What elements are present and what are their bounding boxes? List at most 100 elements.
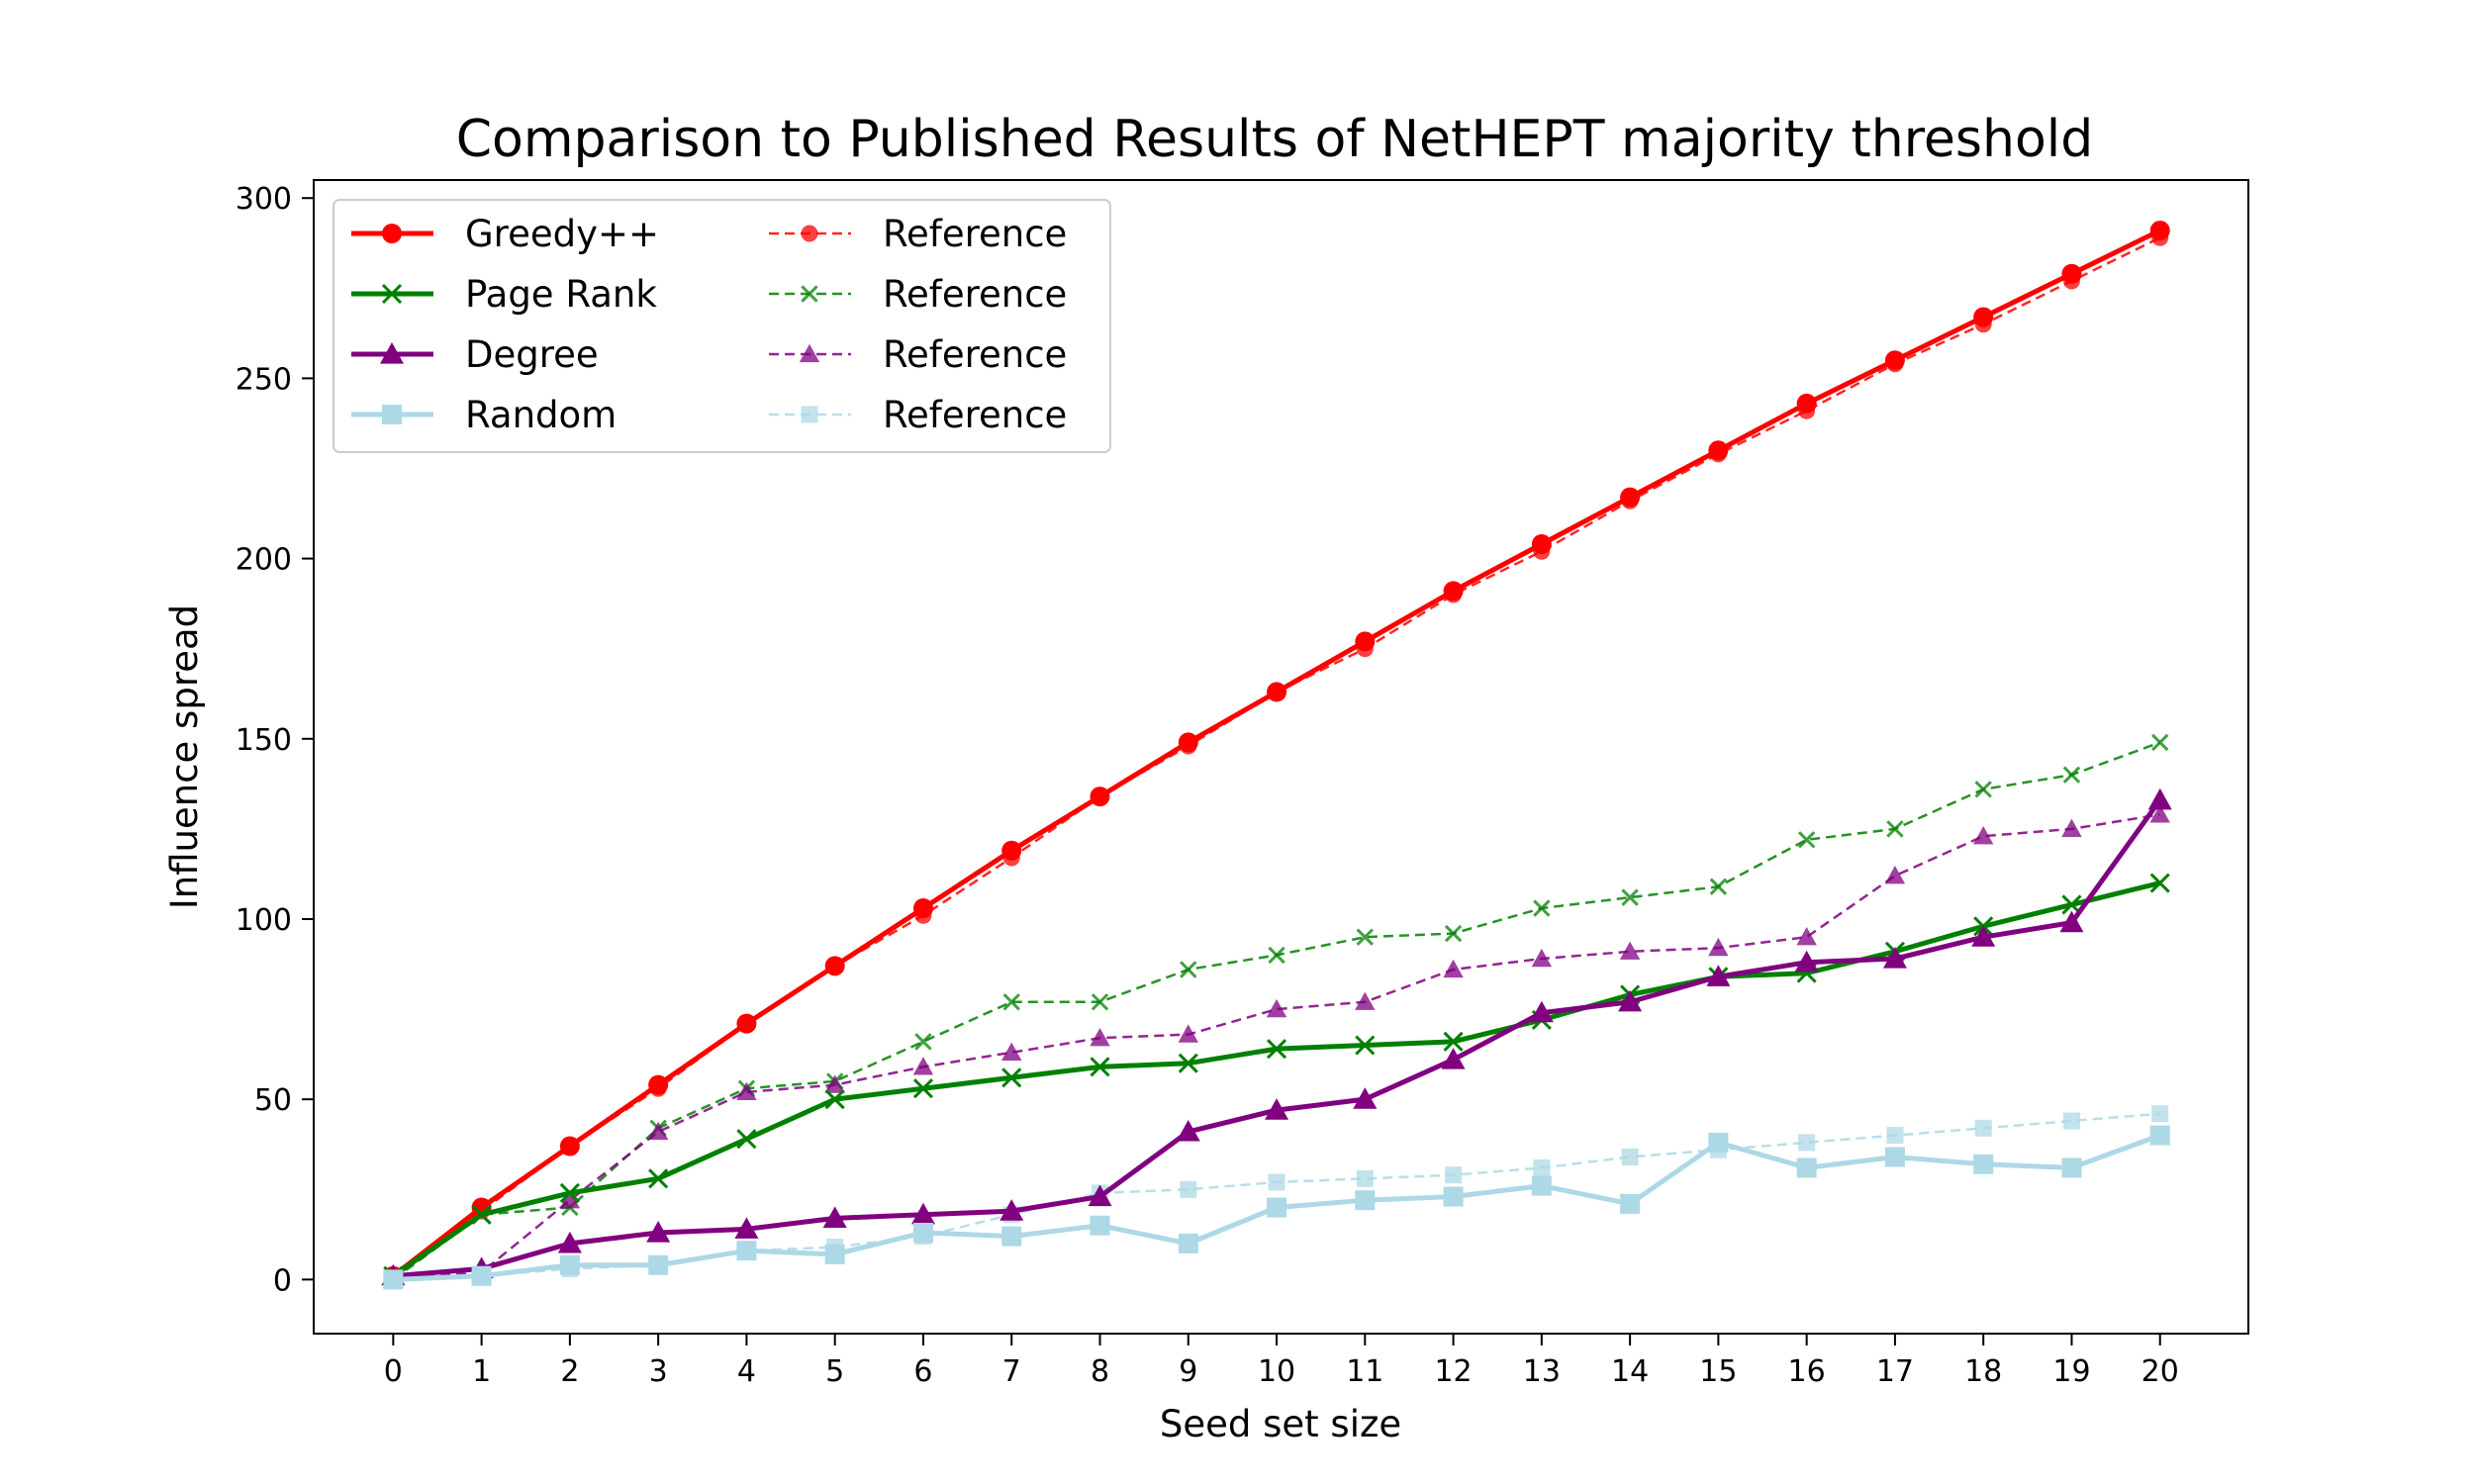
data-point xyxy=(1443,959,1464,978)
data-point xyxy=(1706,965,1731,986)
data-point xyxy=(557,1231,582,1253)
data-point xyxy=(1091,993,1109,1011)
data-point xyxy=(383,1269,404,1290)
legend-marker xyxy=(801,225,818,242)
data-point xyxy=(471,1265,492,1286)
y-tick-label: 100 xyxy=(236,903,292,938)
data-point xyxy=(559,1182,580,1203)
data-point xyxy=(824,956,845,976)
data-point xyxy=(1001,1067,1022,1088)
data-point xyxy=(1001,1226,1022,1247)
data-point xyxy=(1178,1053,1198,1073)
data-point xyxy=(1621,1148,1639,1165)
y-tick-label: 250 xyxy=(236,362,292,397)
legend-label: Reference xyxy=(883,394,1067,436)
data-point xyxy=(1533,899,1551,917)
data-point xyxy=(736,1081,757,1101)
data-point xyxy=(1533,1159,1551,1176)
data-point xyxy=(2151,733,2169,752)
data-point xyxy=(2059,910,2084,933)
data-point xyxy=(1443,1031,1464,1052)
data-point xyxy=(1443,1186,1464,1207)
chart-title: Comparison to Published Results of NetHE… xyxy=(456,110,2094,169)
data-point xyxy=(559,1189,581,1209)
data-point xyxy=(910,1202,935,1225)
data-point xyxy=(1356,1169,1374,1187)
y-tick-label: 50 xyxy=(254,1083,292,1118)
legend-label: Degree xyxy=(465,333,599,376)
data-point xyxy=(1620,487,1641,508)
y-tick-label: 300 xyxy=(236,182,292,217)
data-point xyxy=(2062,766,2081,784)
data-point xyxy=(1178,732,1198,753)
legend-item-2: Degree xyxy=(351,333,599,376)
data-point xyxy=(1620,1193,1641,1214)
data-point xyxy=(1268,1173,1285,1191)
y-tick-label: 200 xyxy=(236,543,292,578)
plot-area xyxy=(381,221,2172,1290)
data-point xyxy=(1531,534,1552,555)
x-tick-label: 14 xyxy=(1611,1354,1649,1389)
data-point xyxy=(822,1206,847,1228)
data-point xyxy=(1884,350,1905,371)
data-point xyxy=(1266,1039,1287,1060)
data-point xyxy=(1090,787,1110,807)
data-point xyxy=(648,1168,669,1189)
data-point xyxy=(1531,1175,1552,1196)
data-point xyxy=(1882,947,1907,969)
data-point xyxy=(2061,263,2082,284)
data-point xyxy=(1618,989,1643,1012)
data-point xyxy=(1794,950,1819,973)
data-point xyxy=(1796,1158,1817,1178)
data-point xyxy=(1090,1057,1110,1077)
data-point xyxy=(1884,866,1906,884)
legend-item-5: Reference xyxy=(769,273,1067,316)
data-point xyxy=(1090,1028,1110,1047)
data-point xyxy=(736,1013,757,1034)
data-point xyxy=(912,1078,934,1099)
series-7-reference xyxy=(384,1105,2169,1288)
data-point xyxy=(1176,1119,1200,1142)
data-point xyxy=(736,1129,757,1150)
x-tick-label: 2 xyxy=(560,1354,579,1389)
legend-marker xyxy=(382,405,402,424)
data-point xyxy=(1267,1197,1287,1218)
data-point xyxy=(1353,1087,1378,1109)
data-point xyxy=(912,1057,934,1075)
legend-label: Reference xyxy=(883,333,1067,376)
x-tick-label: 10 xyxy=(1258,1354,1295,1389)
data-point xyxy=(1796,393,1817,414)
legend-marker xyxy=(382,224,402,243)
data-point xyxy=(1971,925,1996,947)
legend-item-1: Page Rank xyxy=(351,273,657,316)
data-point xyxy=(1355,1190,1376,1211)
legend-label: Reference xyxy=(883,273,1067,316)
data-point xyxy=(1973,307,1994,327)
data-point xyxy=(648,1254,669,1275)
data-point xyxy=(1356,928,1375,946)
x-tick-label: 0 xyxy=(384,1354,403,1389)
legend-marker xyxy=(380,342,404,364)
data-point xyxy=(1088,1184,1112,1207)
series-2-degree xyxy=(381,788,2172,1286)
data-point xyxy=(1798,1134,1816,1152)
data-point xyxy=(1884,1147,1905,1167)
data-point xyxy=(1974,781,1992,798)
legend-marker xyxy=(799,343,820,363)
data-point xyxy=(1178,1233,1198,1253)
data-point xyxy=(1355,631,1376,652)
data-point xyxy=(1265,1098,1289,1120)
y-axis-label: Influence spread xyxy=(163,604,206,909)
x-tick-label: 5 xyxy=(825,1354,844,1389)
legend-item-0: Greedy++ xyxy=(351,213,659,255)
legend-marker xyxy=(801,406,818,423)
data-point xyxy=(2062,1112,2080,1130)
data-point xyxy=(736,1241,757,1261)
x-tick-label: 6 xyxy=(913,1354,932,1389)
x-axis-label: Seed set size xyxy=(1160,1403,1401,1445)
data-point xyxy=(2149,804,2170,823)
data-point xyxy=(1708,937,1729,957)
x-tick-label: 7 xyxy=(1002,1354,1021,1389)
x-tick-label: 4 xyxy=(737,1354,756,1389)
